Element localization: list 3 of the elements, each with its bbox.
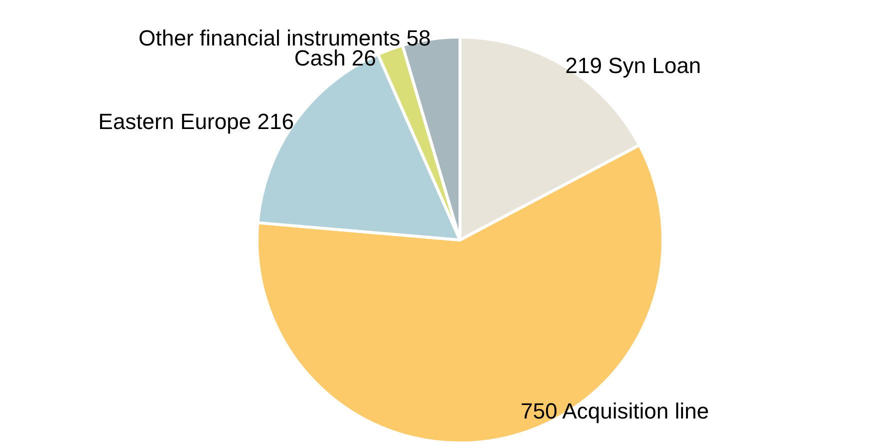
slice-label: 219 Syn Loan (565, 52, 702, 78)
slice-label: 750 Acquisition line (520, 398, 709, 424)
slice-label: Eastern Europe 216 (98, 108, 294, 134)
